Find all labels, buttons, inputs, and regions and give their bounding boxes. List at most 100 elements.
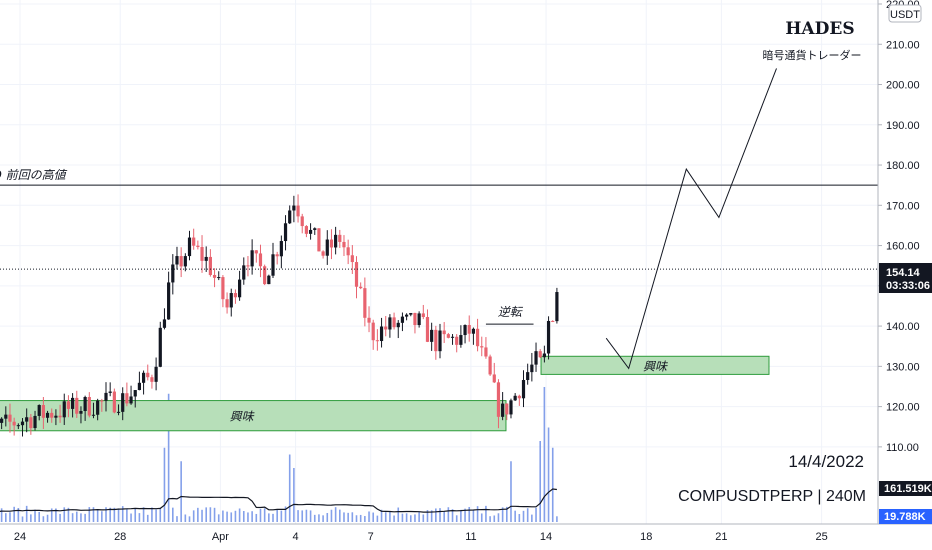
price-tag bbox=[879, 263, 932, 293]
unit-box[interactable] bbox=[888, 4, 922, 23]
candle-body bbox=[430, 329, 434, 342]
candle-body bbox=[58, 415, 62, 418]
volume-bar bbox=[493, 515, 496, 522]
volume-bar bbox=[501, 507, 504, 522]
volume-bar bbox=[163, 447, 166, 522]
candle-body bbox=[183, 256, 187, 267]
volume-bar bbox=[297, 510, 299, 522]
volume-bar bbox=[75, 511, 78, 522]
candle-body bbox=[204, 256, 208, 261]
y-tick-label: 120.00 bbox=[886, 402, 920, 414]
volume-bar bbox=[105, 507, 107, 522]
volume-bar bbox=[251, 511, 253, 522]
volume-bar bbox=[255, 513, 258, 522]
candle-body bbox=[496, 382, 501, 417]
candle-body bbox=[555, 292, 559, 322]
candle-body bbox=[526, 372, 530, 381]
volume-bar bbox=[430, 510, 433, 522]
volume-bar bbox=[393, 515, 395, 522]
candle-body bbox=[459, 335, 463, 345]
candle-body bbox=[167, 282, 171, 320]
volume-bar bbox=[497, 513, 500, 522]
zone-label: 興味 bbox=[230, 410, 255, 424]
volume-bar bbox=[293, 468, 295, 522]
price-axis-panel[interactable] bbox=[878, 0, 932, 524]
candle-body bbox=[20, 421, 25, 426]
volume-bar bbox=[9, 512, 11, 522]
y-tick-label: 210.00 bbox=[886, 39, 920, 51]
candle-body bbox=[546, 320, 551, 354]
volume-bar bbox=[443, 511, 445, 522]
candle-body bbox=[317, 228, 321, 252]
volume-bar bbox=[514, 510, 516, 522]
volume-bar bbox=[268, 513, 270, 522]
volume-bar bbox=[259, 509, 262, 522]
candle-body bbox=[321, 251, 325, 256]
candle-body bbox=[313, 228, 317, 230]
candle-body bbox=[121, 393, 125, 412]
volume-bar bbox=[142, 507, 145, 522]
volume-bar bbox=[138, 513, 141, 522]
candle-body bbox=[325, 239, 329, 256]
volume-bar bbox=[34, 509, 36, 522]
volume-bar bbox=[343, 512, 345, 522]
candle-body bbox=[371, 322, 375, 341]
volume-ma-tag bbox=[879, 509, 932, 524]
volume-bar bbox=[242, 511, 245, 522]
volume-bar bbox=[389, 511, 391, 522]
volume-bar bbox=[247, 512, 249, 522]
volume-bar bbox=[92, 507, 95, 522]
candle-body bbox=[16, 425, 20, 427]
volume-bar bbox=[351, 512, 354, 522]
volume-bar bbox=[209, 507, 212, 522]
time-axis-panel[interactable] bbox=[0, 524, 932, 550]
volume-bar bbox=[46, 514, 49, 522]
volume-bar bbox=[476, 506, 479, 522]
chart-date: 14/4/2022 bbox=[788, 452, 864, 471]
volume-bar bbox=[38, 511, 41, 522]
volume-bar bbox=[518, 514, 521, 522]
candle-body bbox=[83, 397, 87, 412]
volume-bar bbox=[531, 514, 533, 522]
candle-body bbox=[442, 330, 446, 335]
volume-bar bbox=[184, 514, 187, 522]
candle-body bbox=[421, 313, 425, 318]
candle-body bbox=[96, 400, 100, 415]
candle-body bbox=[388, 317, 392, 330]
candle-body bbox=[45, 412, 50, 418]
candle-body bbox=[304, 226, 309, 234]
volume-bar bbox=[172, 507, 174, 522]
candle-body bbox=[359, 286, 363, 289]
volume-bar bbox=[551, 447, 554, 522]
volume-bar bbox=[126, 509, 128, 522]
y-tick-label: 160.00 bbox=[886, 241, 920, 253]
volume-bar bbox=[510, 461, 512, 522]
candle-body bbox=[104, 392, 108, 401]
candle-body bbox=[379, 326, 384, 342]
candle-body bbox=[54, 415, 58, 418]
volume-bar bbox=[0, 508, 3, 522]
volume-bar bbox=[347, 512, 349, 522]
volume-bar bbox=[272, 513, 274, 522]
candle-body bbox=[521, 380, 526, 399]
candle-body bbox=[229, 293, 233, 308]
candle-body bbox=[171, 264, 175, 283]
volume-bar bbox=[301, 510, 304, 522]
candle-body bbox=[146, 372, 150, 378]
candle-body bbox=[338, 234, 342, 242]
volume-bar bbox=[13, 506, 15, 522]
candle-body bbox=[238, 279, 242, 298]
volume-bar bbox=[63, 507, 66, 522]
candle-body bbox=[396, 322, 400, 328]
volume-bar bbox=[460, 509, 462, 522]
candle-body bbox=[62, 401, 66, 418]
volume-bar bbox=[526, 508, 529, 522]
volume-bar bbox=[368, 511, 370, 522]
time-axis-ticks: 24 28 Apr 4 7 11 14 18 21 25 bbox=[14, 531, 828, 543]
candle-body bbox=[446, 334, 450, 338]
volume-tag-value: 161.519K bbox=[884, 483, 932, 495]
x-tick-label: 21 bbox=[715, 531, 727, 543]
price-tag-value: 154.14 bbox=[886, 267, 921, 279]
